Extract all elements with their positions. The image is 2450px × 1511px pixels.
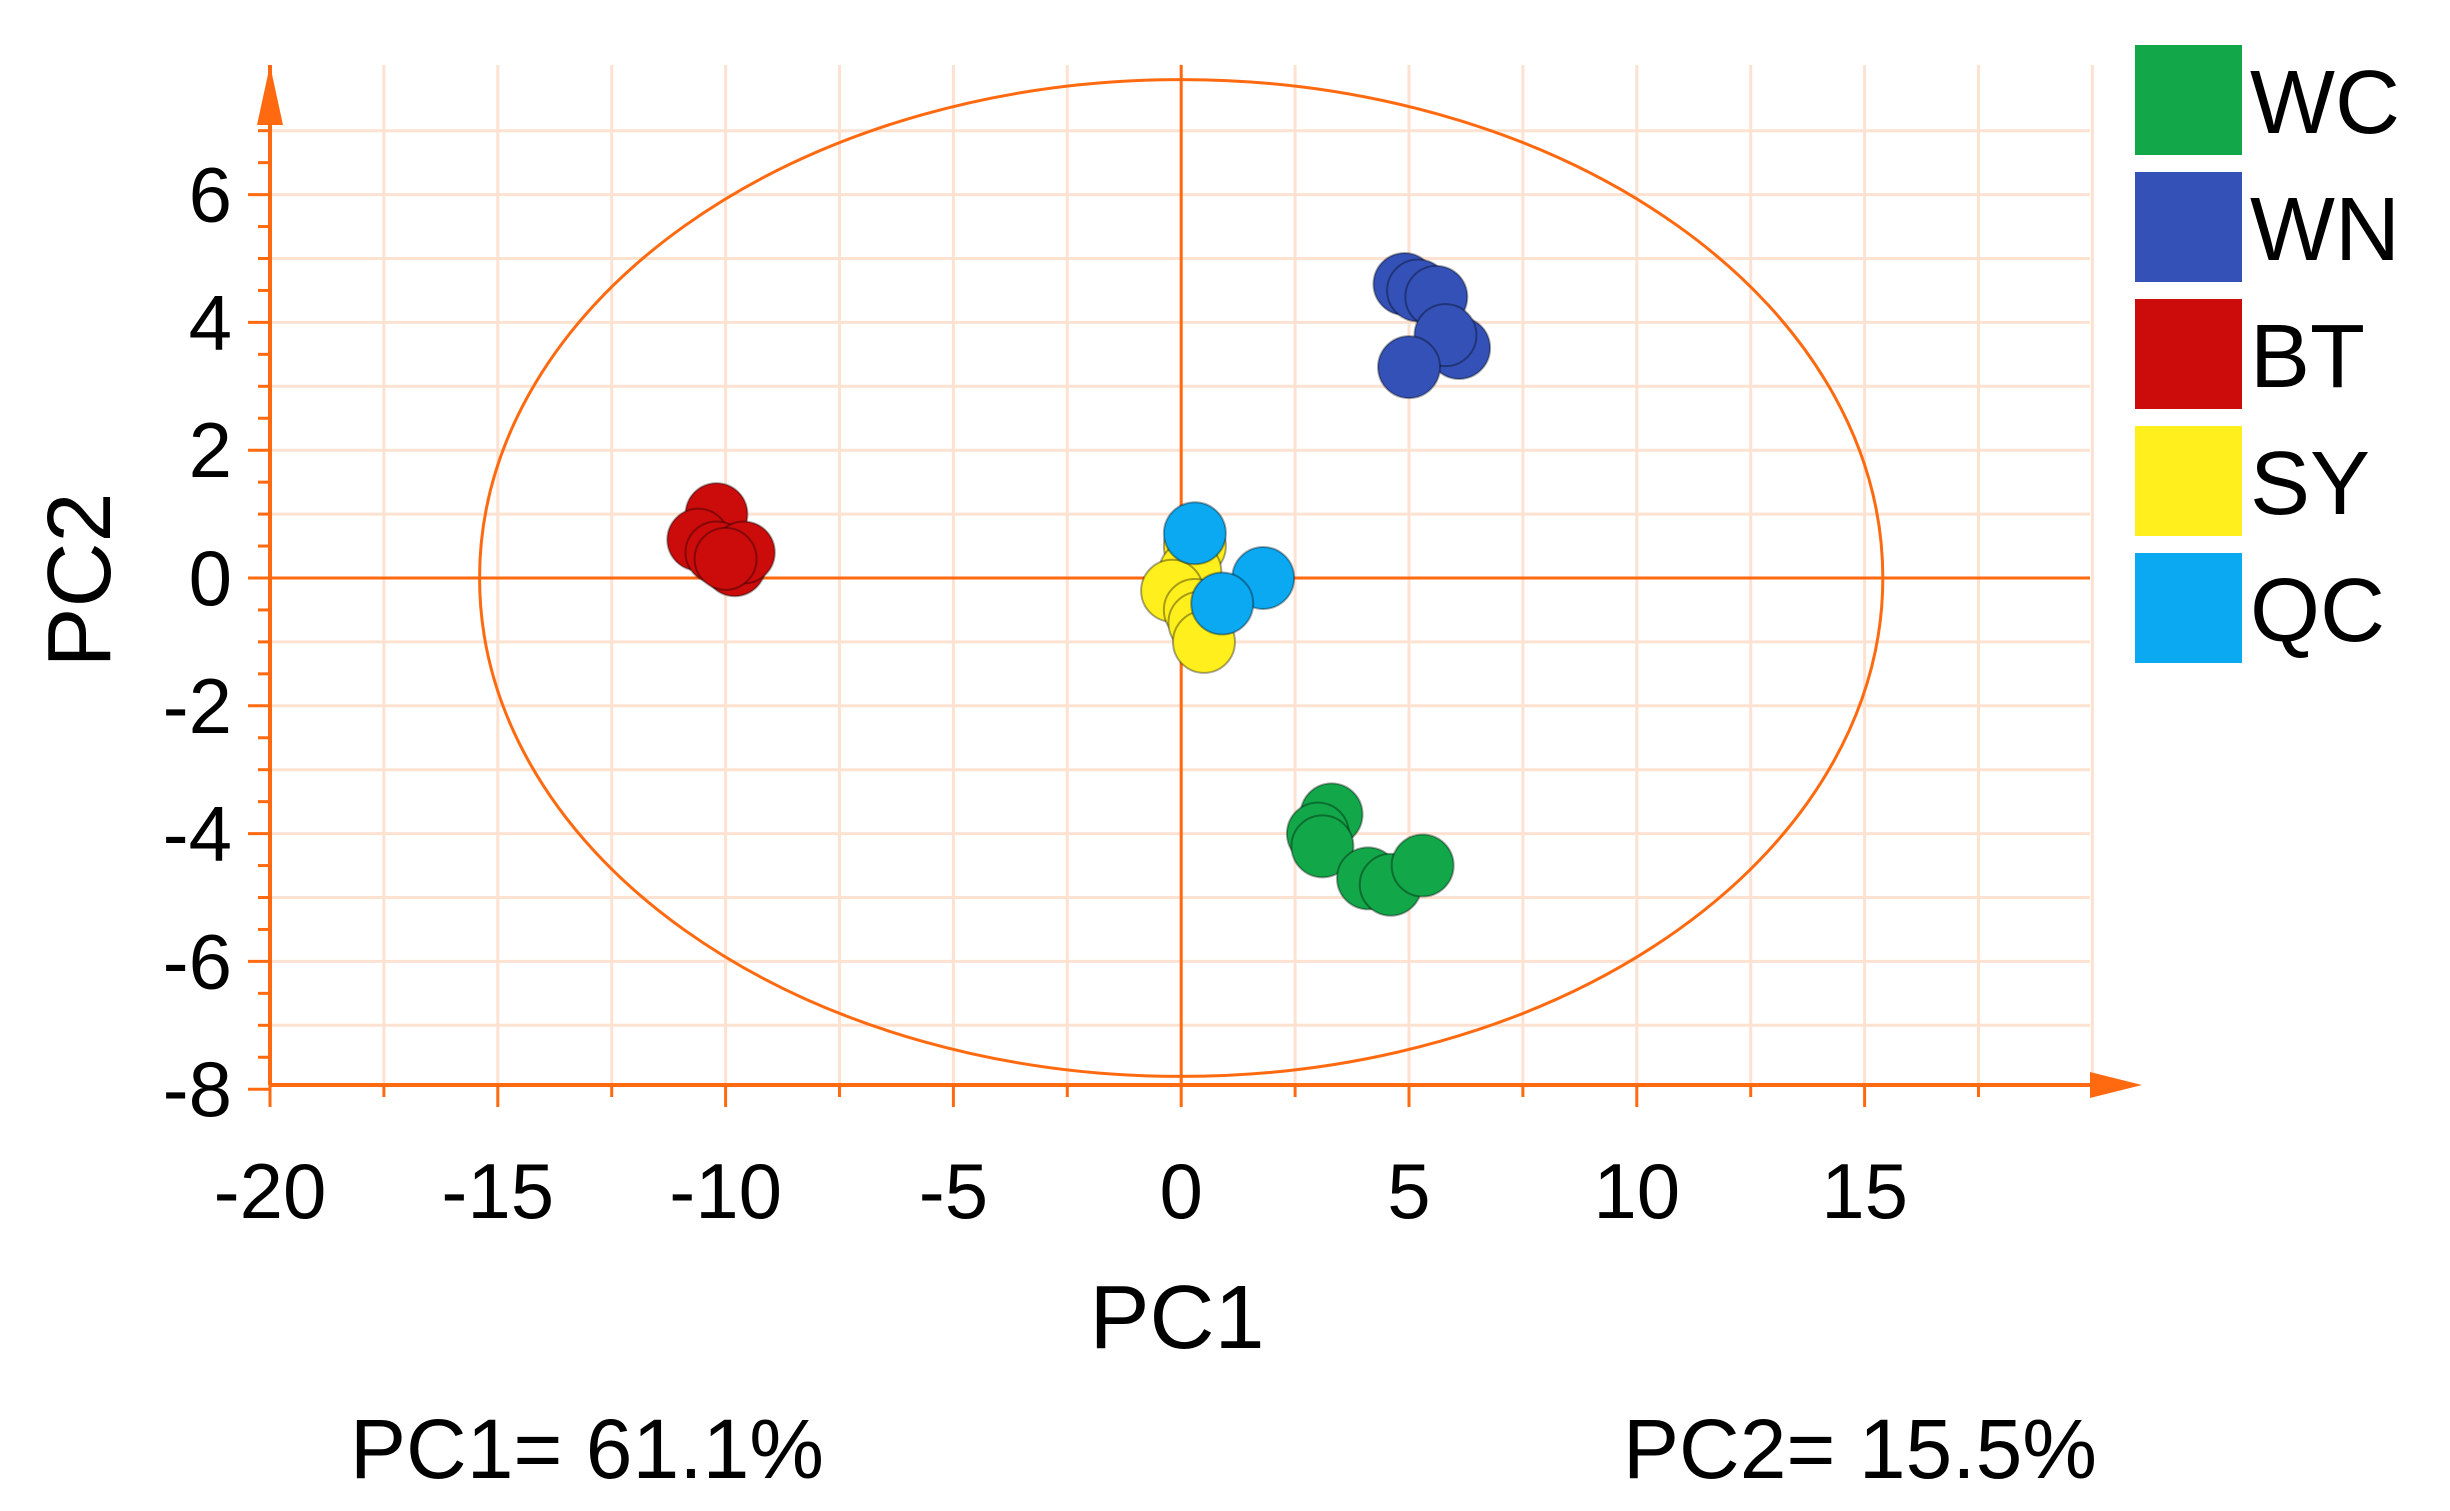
x-tick-label: -15 [441,1147,554,1235]
x-tick-label: 5 [1387,1147,1430,1235]
point-qc [1190,571,1255,636]
legend-item-wn: WN [2135,172,2400,282]
y-axis-title: PC2 [30,492,130,667]
y-tick-label: -6 [163,917,232,1005]
legend-item-qc: QC [2135,553,2385,663]
legend-swatch [2135,426,2242,536]
y-tick-label: -4 [163,790,232,878]
point-bt [693,526,758,591]
legend-swatch [2135,553,2242,663]
x-axis-arrow [2090,1072,2142,1098]
x-tick-label: -10 [669,1147,782,1235]
legend-label: BT [2250,307,2365,407]
y-tick-label: 0 [189,534,232,622]
series-bt [666,482,776,598]
point-wc [1290,814,1355,879]
legend-swatch [2135,172,2242,282]
point-wn [1377,335,1441,400]
legend-label: SY [2250,434,2370,534]
legend-item-wc: WC [2135,45,2400,155]
point-qc [1162,501,1227,566]
x-tick-label: 0 [1160,1147,1203,1235]
data-points [666,252,1492,917]
series-wn [1372,252,1492,400]
y-tick-label: -8 [163,1045,232,1133]
y-tick-label: 2 [189,406,232,494]
legend-label: QC [2250,561,2385,661]
y-tick-label: 4 [189,278,232,366]
tick-labels: -20 -15 -10 -5 0 5 10 15 6 4 2 0 -2 -4 -6 -8 [163,151,1908,1235]
legend-swatch [2135,299,2242,409]
x-tick-label: -5 [919,1147,988,1235]
pc1-variance-label: PC1= 61.1% [350,1402,824,1496]
legend-item-sy: SY [2135,426,2370,536]
y-axis-arrow [257,65,283,125]
y-tick-label: -2 [163,662,232,750]
x-axis-title: PC1 [1089,1268,1264,1368]
y-tick-label: 6 [189,151,232,239]
x-tick-label: 15 [1821,1147,1908,1235]
series-qc [1162,501,1296,636]
x-tick-label: 10 [1593,1147,1680,1235]
legend-item-bt: BT [2135,299,2365,409]
point-wc [1390,833,1455,898]
x-tick-label: -20 [214,1147,327,1235]
legend-label: WN [2250,180,2400,280]
legend: WC WN BT SY QC [2135,45,2400,663]
legend-label: WC [2250,53,2400,153]
pc2-variance-label: PC2= 15.5% [1623,1402,2097,1496]
legend-swatch [2135,45,2242,155]
series-wc [1285,782,1455,917]
